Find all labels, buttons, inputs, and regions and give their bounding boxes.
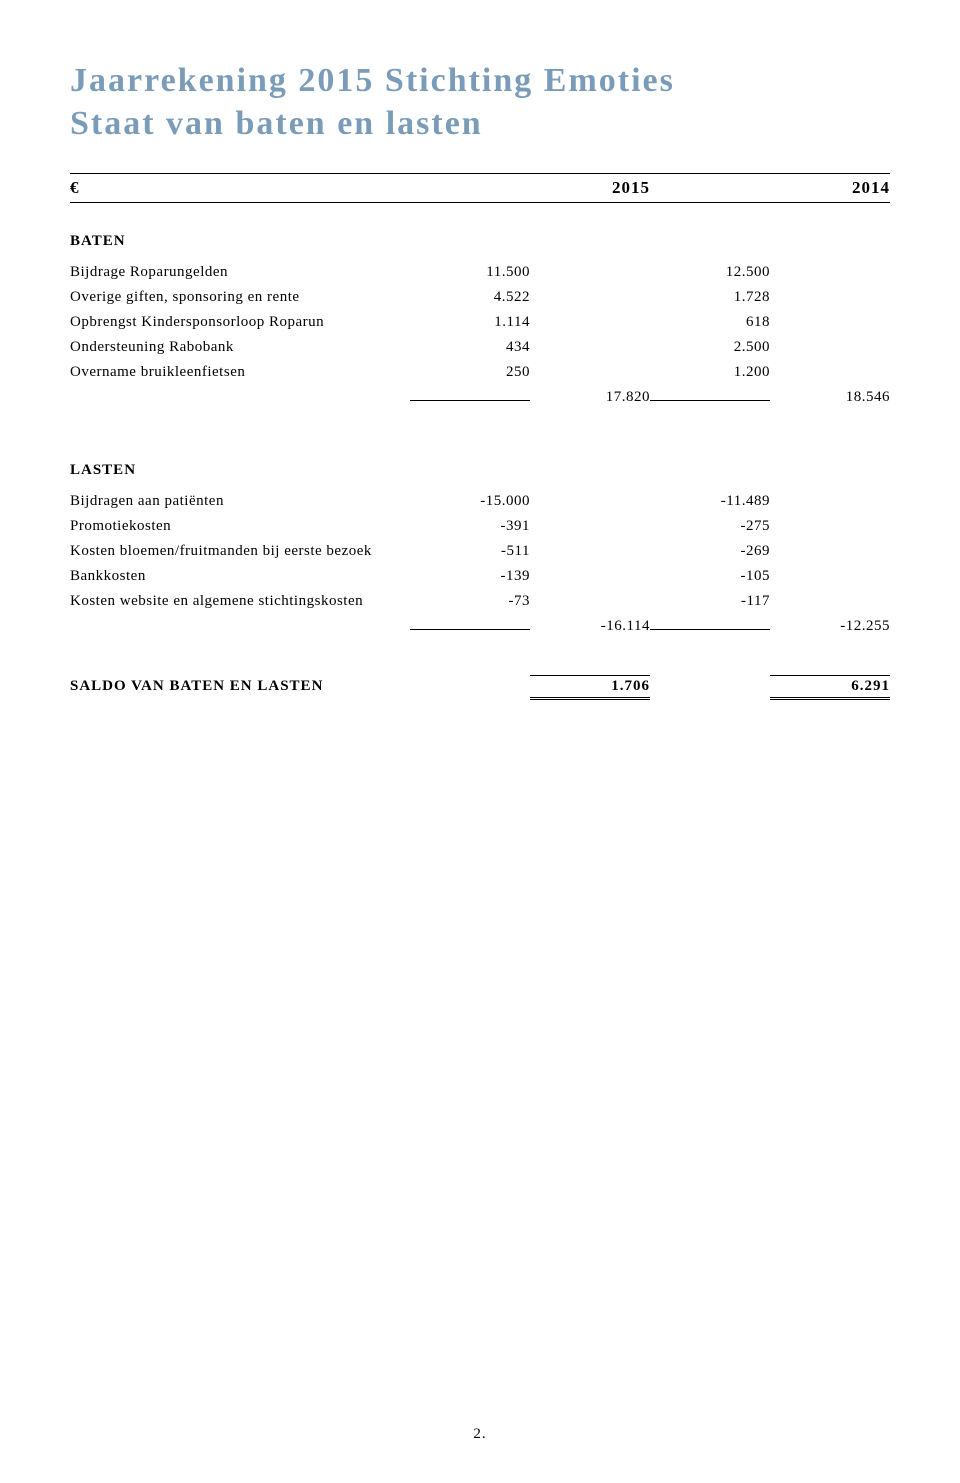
table-row: Opbrengst Kindersponsorloop Roparun 1.11… (70, 310, 890, 335)
row-value-b: -117 (650, 593, 770, 610)
table-row: Overname bruikleenfietsen 250 1.200 (70, 360, 890, 385)
currency-symbol: € (70, 178, 410, 198)
year-column-a: 2015 (530, 178, 650, 198)
lasten-subtotal-a: -16.114 (530, 618, 650, 635)
document-title: Jaarrekening 2015 Stichting Emoties Staa… (70, 60, 890, 145)
table-row: Bankkosten -139 -105 (70, 564, 890, 589)
row-value-a: 4.522 (410, 289, 530, 306)
row-value-a: -73 (410, 593, 530, 610)
row-value-b: 12.500 (650, 264, 770, 281)
row-value-a: -15.000 (410, 493, 530, 510)
baten-header: BATEN (70, 233, 890, 250)
row-label: Ondersteuning Rabobank (70, 339, 410, 356)
row-value-a: 11.500 (410, 264, 530, 281)
row-value-b: -275 (650, 518, 770, 535)
row-label: Bijdrage Roparungelden (70, 264, 410, 281)
table-row: Promotiekosten -391 -275 (70, 514, 890, 539)
row-value-b: 2.500 (650, 339, 770, 356)
baten-subtotal-row: 17.820 18.546 (70, 385, 890, 410)
lasten-header: LASTEN (70, 462, 890, 479)
saldo-row: SALDO VAN BATEN EN LASTEN 1.706 6.291 (70, 671, 890, 704)
saldo-value-b: 6.291 (770, 675, 890, 700)
table-row: Kosten website en algemene stichtingskos… (70, 589, 890, 614)
row-value-a: 1.114 (410, 314, 530, 331)
row-label: Overige giften, sponsoring en rente (70, 289, 410, 306)
lasten-subtotal-row: -16.114 -12.255 (70, 614, 890, 639)
table-row: Bijdrage Roparungelden 11.500 12.500 (70, 260, 890, 285)
row-value-b: -269 (650, 543, 770, 560)
page-number: 2. (0, 1426, 960, 1443)
row-value-b: 1.200 (650, 364, 770, 381)
title-line-1: Jaarrekening 2015 Stichting Emoties (70, 60, 890, 103)
table-row: Ondersteuning Rabobank 434 2.500 (70, 335, 890, 360)
baten-subtotal-b: 18.546 (770, 389, 890, 406)
saldo-label: SALDO VAN BATEN EN LASTEN (70, 678, 410, 695)
year-column-b: 2014 (770, 178, 890, 198)
table-row: Overige giften, sponsoring en rente 4.52… (70, 285, 890, 310)
row-label: Promotiekosten (70, 518, 410, 535)
row-label: Opbrengst Kindersponsorloop Roparun (70, 314, 410, 331)
row-value-a: -391 (410, 518, 530, 535)
row-value-b: 1.728 (650, 289, 770, 306)
baten-subtotal-a: 17.820 (530, 389, 650, 406)
row-label: Overname bruikleenfietsen (70, 364, 410, 381)
row-value-a: 434 (410, 339, 530, 356)
title-line-2: Staat van baten en lasten (70, 103, 890, 146)
row-value-a: -139 (410, 568, 530, 585)
row-label: Bankkosten (70, 568, 410, 585)
row-value-b: -105 (650, 568, 770, 585)
row-label: Kosten bloemen/fruitmanden bij eerste be… (70, 543, 410, 560)
row-value-b: -11.489 (650, 493, 770, 510)
row-label: Kosten website en algemene stichtingskos… (70, 593, 410, 610)
row-value-a: -511 (410, 543, 530, 560)
row-value-b: 618 (650, 314, 770, 331)
table-row: Bijdragen aan patiënten -15.000 -11.489 (70, 489, 890, 514)
lasten-subtotal-b: -12.255 (770, 618, 890, 635)
row-label: Bijdragen aan patiënten (70, 493, 410, 510)
table-row: Kosten bloemen/fruitmanden bij eerste be… (70, 539, 890, 564)
year-header-row: € 2015 2014 (70, 173, 890, 203)
saldo-value-a: 1.706 (530, 675, 650, 700)
row-value-a: 250 (410, 364, 530, 381)
